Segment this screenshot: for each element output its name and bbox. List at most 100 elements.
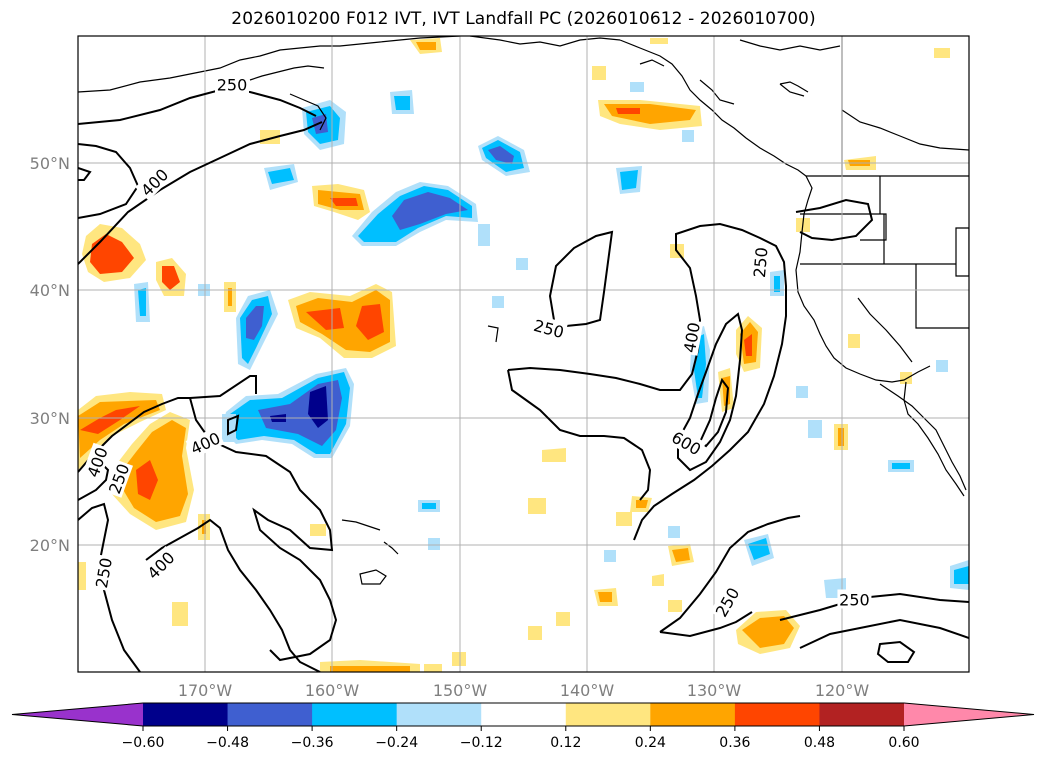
colorbar-segment <box>565 703 651 726</box>
positive-anomaly-patch <box>80 406 140 434</box>
negative-anomaly-patch <box>668 526 680 538</box>
contour-label: 250 <box>217 75 248 94</box>
positive-anomaly-patch <box>672 548 690 562</box>
negative-anomaly-patch <box>808 420 822 438</box>
contour-label-background <box>103 459 134 498</box>
positive-anomaly-patch <box>528 498 546 514</box>
negative-anomaly-patch <box>516 258 528 270</box>
lon-label: 150°W <box>433 681 488 700</box>
colorbar-segment <box>143 703 229 726</box>
positive-anomaly-patch <box>652 574 664 586</box>
colorbar-segment <box>734 703 820 726</box>
positive-anomaly-patch <box>306 308 344 330</box>
negative-anomaly-patch <box>246 306 264 340</box>
colorbar-tick-label: −0.36 <box>291 735 334 751</box>
positive-anomaly-patch <box>424 664 442 672</box>
positive-anomaly-patch <box>528 626 542 640</box>
positive-anomaly-patch <box>90 234 134 274</box>
ivt-contours <box>78 88 969 672</box>
negative-anomaly-patch <box>954 566 969 584</box>
lat-label: 40°N <box>30 281 70 300</box>
contour-label: 250 <box>839 590 870 609</box>
positive-anomaly-patch <box>330 666 410 672</box>
contour-label-background <box>135 163 173 201</box>
positive-anomaly-patch <box>636 500 648 508</box>
negative-anomaly-patch <box>394 96 410 110</box>
positive-anomaly-patch <box>356 304 384 340</box>
contour-label-background <box>141 546 180 584</box>
lat-label: 30°N <box>30 409 70 428</box>
positive-anomaly-patch <box>330 198 358 206</box>
contour-label-background <box>215 74 250 94</box>
colorbar-extend-high <box>904 703 1034 726</box>
colorbar-tick-label: 0.24 <box>635 735 666 751</box>
positive-anomaly-patch <box>172 602 188 626</box>
colorbar-segment <box>481 703 567 726</box>
map-title: 2026010200 F012 IVT, IVT Landfall PC (20… <box>231 9 816 29</box>
positive-anomaly-patch <box>744 334 752 356</box>
positive-anomaly-patch <box>592 66 606 80</box>
colorbar-segment <box>396 703 482 726</box>
colorbar-extend-low <box>12 703 143 726</box>
negative-anomaly-patch <box>630 82 644 92</box>
positive-anomaly-patch <box>668 600 682 612</box>
contour-label-background <box>185 426 225 459</box>
positive-anomaly-patch <box>848 334 860 348</box>
negative-anomaly-patch <box>392 192 468 230</box>
negative-anomaly-patch <box>478 224 490 246</box>
lat-label: 50°N <box>30 154 70 173</box>
colorbar-tick-label: −0.60 <box>122 735 165 751</box>
contour-label-background <box>667 425 707 460</box>
colorbar-tick-label: −0.24 <box>375 735 418 751</box>
colorbar: −0.60 −0.48 −0.36 −0.24 −0.12 0.12 0.24 0.36 0.4… <box>11 702 1035 751</box>
positive-anomaly-patch <box>934 48 950 58</box>
positive-anomaly-patch <box>650 38 668 44</box>
colorbar-tick-label: 0.48 <box>804 735 835 751</box>
positive-anomaly-patch <box>416 42 436 50</box>
negative-anomaly-patch <box>492 296 504 308</box>
positive-anomaly-patch <box>78 562 86 590</box>
negative-anomaly-patch <box>936 360 948 372</box>
positive-anomaly-patch <box>310 524 326 536</box>
contour-label-background <box>837 589 872 609</box>
positive-anomaly-patch <box>452 652 466 666</box>
positive-anomaly-patch <box>162 266 180 290</box>
positive-anomaly-patch <box>616 108 640 114</box>
colorbar-segment <box>819 703 905 726</box>
negative-anomaly-patch <box>488 146 514 164</box>
positive-anomaly-patch <box>598 592 612 602</box>
graticule <box>78 36 969 672</box>
colorbar-tick-label: −0.12 <box>460 735 503 751</box>
contour-label-background <box>709 582 744 622</box>
coastlines <box>78 36 969 585</box>
negative-anomaly-patch <box>604 550 616 562</box>
positive-anomaly-patch <box>616 512 632 526</box>
negative-anomaly-patch <box>774 276 780 292</box>
negative-anomaly-patch <box>682 130 694 142</box>
positive-anomaly-patch <box>900 372 912 384</box>
negative-anomaly-patch <box>620 170 638 190</box>
colorbar-tick-label: −0.48 <box>206 735 249 751</box>
positive-anomaly-patch <box>742 616 794 648</box>
negative-anomaly-patch <box>428 538 440 550</box>
colorbar-tick-label: 0.12 <box>550 735 581 751</box>
contour-label-background <box>678 318 704 356</box>
colorbar-tick-label: 0.36 <box>719 735 750 751</box>
lon-label: 140°W <box>560 681 615 700</box>
negative-anomaly-patch <box>312 114 328 134</box>
lon-label: 120°W <box>815 681 870 700</box>
negative-anomaly-patch <box>268 168 294 184</box>
colorbar-segment <box>312 703 398 726</box>
contour-label-background <box>90 554 116 592</box>
positive-anomaly-patch <box>838 428 844 446</box>
colorbar-segment <box>227 703 313 726</box>
lon-label: 160°W <box>305 681 360 700</box>
negative-anomaly-patch <box>796 386 808 398</box>
contour-label-background <box>748 244 771 281</box>
positive-anomaly-patch <box>228 288 232 306</box>
map-area <box>78 36 969 672</box>
colorbar-tick-label: 0.60 <box>888 735 919 751</box>
contour-label: 250 <box>750 246 772 278</box>
negative-anomaly-patch <box>892 463 910 469</box>
